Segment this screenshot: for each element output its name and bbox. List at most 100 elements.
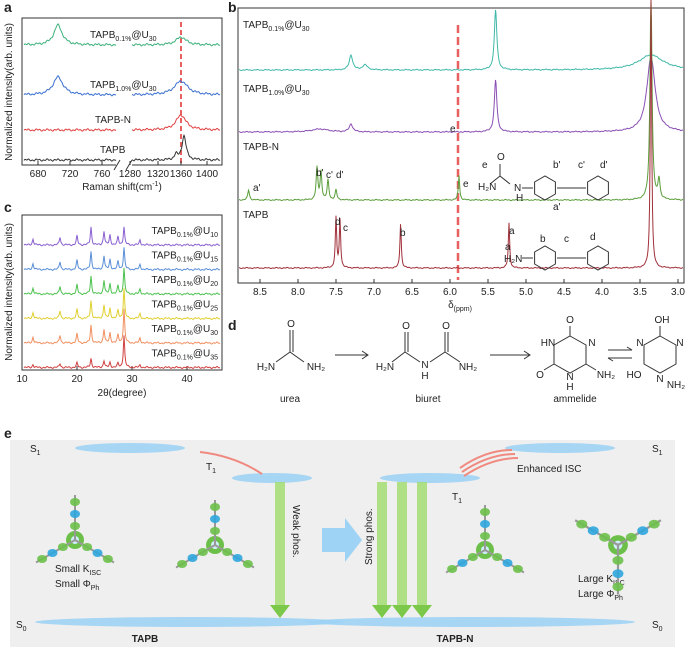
text-part: TAPB-N	[243, 142, 279, 153]
trace-label: TAPB1.0%@U30	[90, 80, 157, 93]
state-label: S0	[16, 620, 27, 633]
nmr-spectrum	[238, 56, 683, 134]
x-tick-label: 4.5	[557, 287, 571, 298]
panel-label: d	[228, 317, 237, 333]
diffraction-pattern	[23, 267, 221, 296]
arrow-head	[392, 605, 412, 618]
arrow-head	[412, 605, 432, 618]
text-part: Large K	[578, 574, 613, 585]
property-label: Large ΦPh	[578, 589, 623, 602]
trace-label: TAPB0.1%@U30	[243, 20, 310, 33]
text-part: @U	[193, 300, 210, 311]
atom-label: O	[566, 315, 574, 326]
atom-label: OH	[655, 315, 670, 326]
text-part: 0.1%	[177, 281, 193, 288]
atom-label: N	[656, 374, 663, 385]
text-part: TAPB	[243, 84, 269, 95]
spectrum	[131, 114, 221, 132]
diffraction-pattern	[23, 288, 221, 321]
text-part: TAPB	[151, 275, 177, 286]
text-part: @U	[193, 349, 210, 360]
x-tick-label: 8.5	[253, 287, 267, 298]
x-tick-label: 680	[30, 169, 47, 180]
diffraction-pattern	[23, 308, 221, 345]
peak-label: e	[463, 179, 469, 190]
atom-label: N	[566, 372, 573, 383]
text-part: Large Φ	[578, 589, 614, 600]
x-tick-label: 5.0	[519, 287, 533, 298]
atom-label: NH₂	[667, 380, 685, 391]
ring	[643, 326, 677, 374]
spectrum	[23, 75, 117, 97]
peak-label: a	[509, 226, 515, 237]
peak-label: d'	[336, 170, 344, 181]
trace-label: TAPB0.1%@U30	[151, 324, 218, 337]
spectrum	[23, 128, 117, 132]
x-tick-label: 4.0	[595, 287, 609, 298]
structure-label: H₂N	[504, 254, 522, 265]
panel-b-frame	[237, 7, 685, 284]
panel-label: c	[4, 199, 12, 215]
text-part: Ph	[91, 585, 100, 592]
bond	[489, 164, 533, 189]
text-part: @U	[284, 20, 301, 31]
trace-label: TAPB	[243, 210, 269, 221]
x-tick-label: 8.0	[291, 287, 305, 298]
text-part: S	[30, 444, 37, 455]
panel-label: a	[4, 0, 12, 15]
x-tick-label: 10	[16, 374, 28, 385]
text-part: Raman shift(cm	[82, 182, 152, 193]
text-part: -1	[152, 181, 158, 188]
orbital-lobe	[210, 527, 220, 535]
nmr-spectrum	[239, 0, 684, 270]
x-tick-label: 3.5	[633, 287, 647, 298]
orbital-lobe	[47, 549, 58, 557]
structure-label: e	[482, 160, 488, 171]
molecule-orbital	[574, 519, 662, 595]
text-part: S	[652, 620, 659, 631]
x-tick-label: 30	[126, 374, 138, 385]
text-part: T	[452, 492, 458, 503]
structure-label: a'	[553, 202, 561, 213]
text-part: 0.1%	[268, 26, 284, 33]
orbital-lobe	[480, 532, 490, 540]
peak-label: c	[343, 223, 348, 234]
text-part: TAPB	[90, 80, 116, 91]
text-part: 1	[458, 498, 462, 505]
text-part: 25	[210, 306, 218, 313]
state-label: T1	[452, 492, 462, 505]
atom-label: H₂N	[376, 362, 394, 373]
structure-label: a	[505, 242, 511, 253]
arrow-head	[372, 605, 392, 618]
panel-label: e	[4, 425, 12, 441]
text-part: TAPB	[151, 300, 177, 311]
atom-label: O	[287, 319, 295, 330]
atom-label: HN	[541, 338, 555, 349]
atom-label: NH₂	[459, 362, 477, 373]
text-part: Small K	[55, 564, 90, 575]
atom-label: O	[442, 321, 450, 332]
text-part: 30	[210, 330, 218, 337]
orbital-lobe	[187, 554, 198, 562]
orbital-lobe	[492, 553, 503, 561]
x-axis-label: δ(ppm)	[448, 300, 472, 313]
text-part: 20	[210, 281, 218, 288]
orbital-lobe	[102, 555, 113, 563]
energy-level	[75, 443, 185, 453]
benzene-ring	[587, 245, 609, 271]
orbital-lobe	[480, 520, 490, 528]
benzene-ring	[587, 175, 609, 201]
isc-arrow	[461, 453, 516, 473]
isc-arrow	[199, 451, 263, 475]
text-part: 30	[302, 26, 310, 33]
benzene-ring	[534, 175, 556, 201]
text-part: TAPB	[100, 145, 126, 156]
orbital-lobe	[512, 565, 523, 573]
x-tick-label: 1400	[196, 169, 219, 180]
orbital-lobe	[480, 508, 490, 516]
structure-label: H₂N	[478, 182, 496, 193]
nmr-spectrum	[239, 0, 684, 202]
text-part: δ	[448, 300, 454, 311]
y-axis-label: Normalized intensity(arb. units)	[4, 223, 15, 361]
energy-level	[35, 617, 345, 627]
